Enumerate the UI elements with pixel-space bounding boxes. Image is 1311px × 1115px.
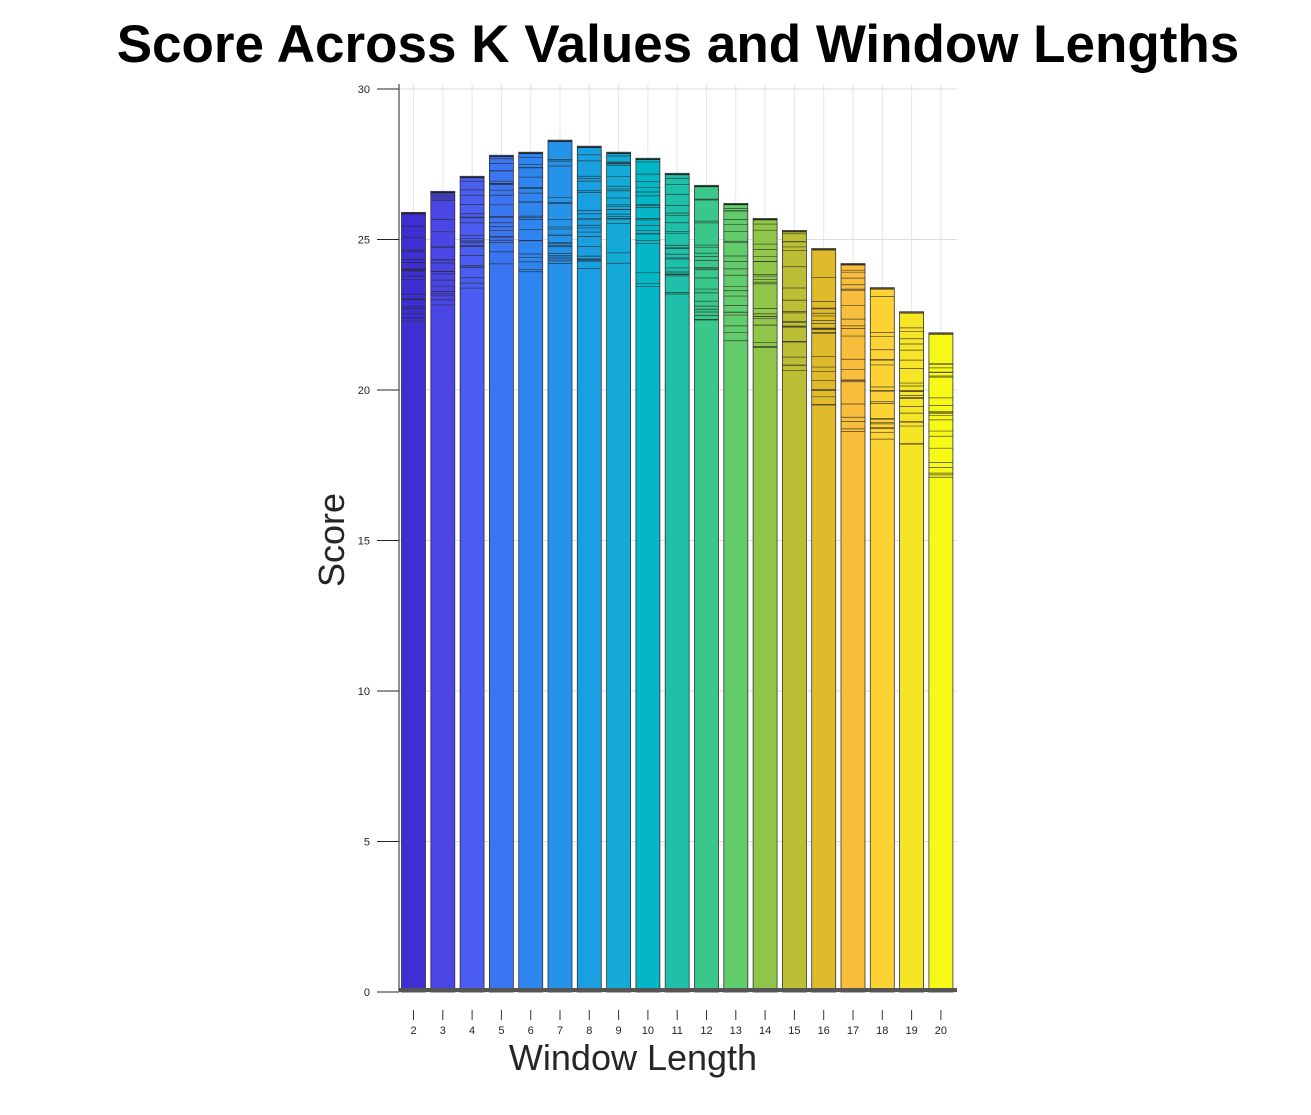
x-tick-label: 19 bbox=[905, 1025, 917, 1037]
bar-group bbox=[899, 311, 924, 993]
baseline bbox=[399, 988, 957, 992]
bar-group bbox=[811, 248, 837, 993]
y-tick-label: 5 bbox=[364, 837, 370, 849]
x-tick-label: 6 bbox=[528, 1025, 534, 1037]
bar-group bbox=[606, 151, 631, 993]
bar bbox=[782, 230, 807, 993]
x-tick-label: 17 bbox=[847, 1025, 859, 1037]
bar-group bbox=[694, 184, 719, 993]
y-tick-label: 15 bbox=[358, 536, 370, 548]
bars bbox=[401, 139, 954, 993]
bar bbox=[811, 248, 837, 993]
bar-group bbox=[488, 154, 514, 993]
bar-group bbox=[547, 139, 573, 993]
bar bbox=[606, 151, 631, 993]
bar-group bbox=[782, 230, 807, 993]
bar bbox=[459, 175, 485, 993]
bar bbox=[635, 157, 661, 993]
bar bbox=[928, 332, 954, 993]
bar-group bbox=[576, 145, 602, 993]
bar bbox=[547, 139, 573, 993]
y-tick-label: 20 bbox=[358, 385, 370, 397]
bar bbox=[430, 190, 456, 993]
bar-group bbox=[840, 263, 866, 993]
x-tick-label: 20 bbox=[935, 1025, 947, 1037]
x-tick-label: 2 bbox=[410, 1025, 416, 1037]
bar-group bbox=[869, 287, 895, 993]
y-tick-label: 10 bbox=[358, 686, 370, 698]
x-tick-label: 16 bbox=[818, 1025, 830, 1037]
bar bbox=[899, 311, 924, 993]
bar bbox=[488, 154, 514, 993]
x-tick-label: 8 bbox=[586, 1025, 592, 1037]
y-axis-label: Score bbox=[311, 493, 352, 587]
bar-group bbox=[459, 175, 485, 993]
x-tick-label: 5 bbox=[498, 1025, 504, 1037]
x-tick-label: 14 bbox=[759, 1025, 771, 1037]
bar bbox=[664, 172, 690, 993]
bar bbox=[752, 218, 778, 993]
y-tick-label: 0 bbox=[364, 987, 370, 999]
x-tick-label: 7 bbox=[557, 1025, 563, 1037]
y-tick-label: 30 bbox=[358, 84, 370, 96]
bar bbox=[401, 212, 426, 993]
chart-title: Score Across K Values and Window Lengths bbox=[117, 15, 1240, 74]
bar-group bbox=[401, 212, 426, 993]
x-tick-label: 18 bbox=[876, 1025, 888, 1037]
bar-group bbox=[664, 172, 690, 993]
y-tick-label: 25 bbox=[358, 235, 370, 247]
x-tick-label: 3 bbox=[440, 1025, 446, 1037]
x-tick-label: 15 bbox=[788, 1025, 800, 1037]
bar bbox=[723, 202, 749, 993]
bar bbox=[840, 263, 866, 993]
x-tick-label: 4 bbox=[469, 1025, 475, 1037]
bar-group bbox=[635, 157, 661, 993]
x-axis-label: Window Length bbox=[509, 1037, 757, 1078]
x-tick-label: 9 bbox=[616, 1025, 622, 1037]
bar bbox=[576, 145, 602, 993]
bar-group bbox=[518, 151, 544, 993]
x-tick-label: 11 bbox=[671, 1025, 682, 1037]
bar-group bbox=[430, 190, 456, 993]
axes: 2 3 4 5 6 7 8 9 10 11 12 13 14 15 16 17 18 19 20 0 5 10 15 20 25… bbox=[358, 84, 957, 1037]
bar-group bbox=[928, 332, 954, 993]
bar-group bbox=[723, 202, 749, 993]
bar-group bbox=[752, 218, 778, 993]
x-tick-label: 12 bbox=[700, 1025, 712, 1037]
x-tick-label: 10 bbox=[642, 1025, 654, 1037]
bar bbox=[869, 287, 895, 993]
x-tick-label: 13 bbox=[730, 1025, 742, 1037]
bar bbox=[518, 151, 544, 993]
